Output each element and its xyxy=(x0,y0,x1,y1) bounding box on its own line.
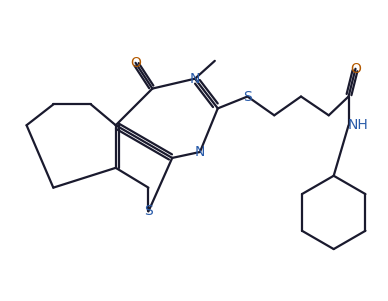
Text: N: N xyxy=(195,145,205,159)
Text: NH: NH xyxy=(348,118,369,132)
Text: O: O xyxy=(130,56,141,70)
Text: N: N xyxy=(190,72,200,86)
Text: S: S xyxy=(243,89,252,104)
Text: O: O xyxy=(350,62,361,76)
Text: S: S xyxy=(144,204,153,219)
